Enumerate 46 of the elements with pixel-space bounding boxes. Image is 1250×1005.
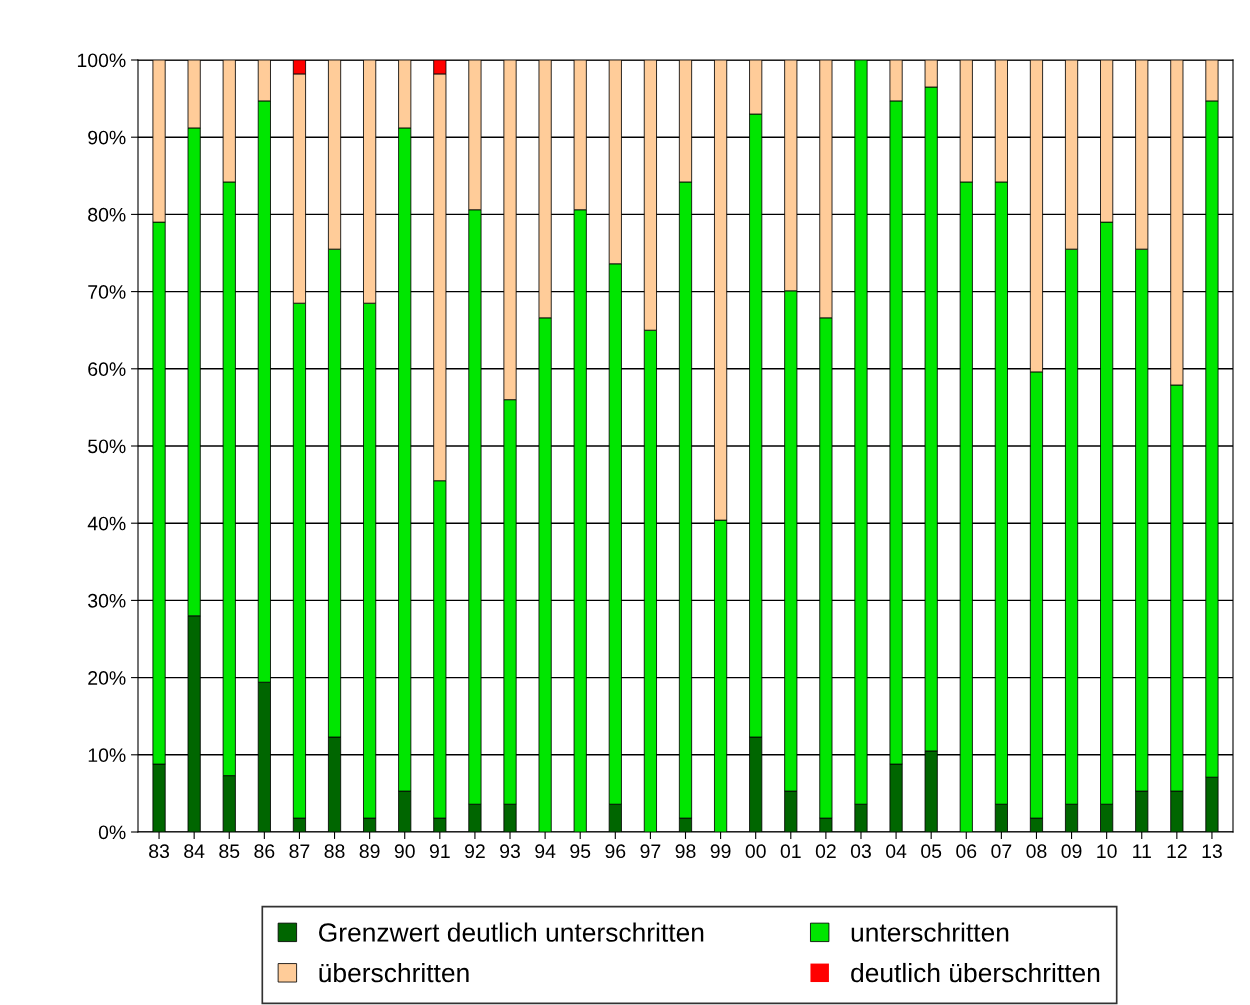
y-tick-label: 50% (88, 439, 126, 454)
x-tick-label: 06 (956, 844, 977, 859)
x-tick-label: 07 (991, 844, 1012, 859)
y-tick-label: 90% (88, 130, 126, 145)
x-tick-label: 94 (535, 844, 556, 859)
y-tick-label: 100% (77, 53, 126, 68)
x-tick-label: 91 (429, 844, 450, 859)
x-tick-label: 04 (886, 844, 907, 859)
y-tick-label: 40% (87, 516, 126, 531)
x-tick-label: 08 (1026, 844, 1047, 859)
x-tick-label: 02 (815, 844, 836, 859)
legend-label: unterschritten (851, 922, 1009, 942)
x-tick-label: 90 (394, 844, 415, 859)
x-tick-label: 92 (465, 844, 485, 859)
x-tick-label: 00 (745, 844, 766, 859)
legend-label: Grenzwert deutlich unterschritten (319, 922, 704, 942)
x-tick-label: 98 (675, 844, 696, 859)
y-tick-label: 30% (88, 593, 126, 608)
x-tick-label: 01 (780, 844, 801, 859)
y-tick-label: 80% (88, 207, 126, 222)
x-tick-label: 03 (850, 844, 871, 859)
x-tick-label: 86 (254, 844, 275, 859)
x-tick-label: 11 (1133, 844, 1151, 858)
x-tick-label: 97 (640, 844, 661, 859)
y-tick-label: 70% (88, 285, 126, 299)
x-tick-label: 99 (710, 844, 731, 859)
x-tick-label: 13 (1202, 844, 1222, 859)
legend-label: deutlich überschritten (851, 962, 1100, 983)
y-tick-label: 20% (88, 671, 126, 685)
x-tick-label: 83 (149, 844, 170, 859)
x-tick-label: 88 (324, 844, 345, 859)
x-tick-label: 10 (1097, 844, 1117, 859)
y-tick-label: 60% (88, 362, 126, 377)
x-tick-label: 12 (1167, 844, 1187, 858)
x-tick-label: 84 (184, 844, 205, 859)
y-tick-label: 0% (98, 825, 126, 840)
x-tick-label: 05 (921, 844, 942, 859)
x-tick-label: 96 (605, 844, 626, 859)
x-tick-label: 09 (1061, 844, 1082, 859)
legend-label: überschritten (319, 962, 469, 983)
x-tick-label: 95 (570, 844, 591, 859)
x-tick-label: 87 (289, 844, 310, 859)
y-tick-label: 10% (88, 748, 126, 763)
x-tick-label: 93 (500, 844, 520, 859)
x-tick-label: 85 (219, 844, 240, 859)
x-tick-label: 89 (359, 844, 380, 859)
